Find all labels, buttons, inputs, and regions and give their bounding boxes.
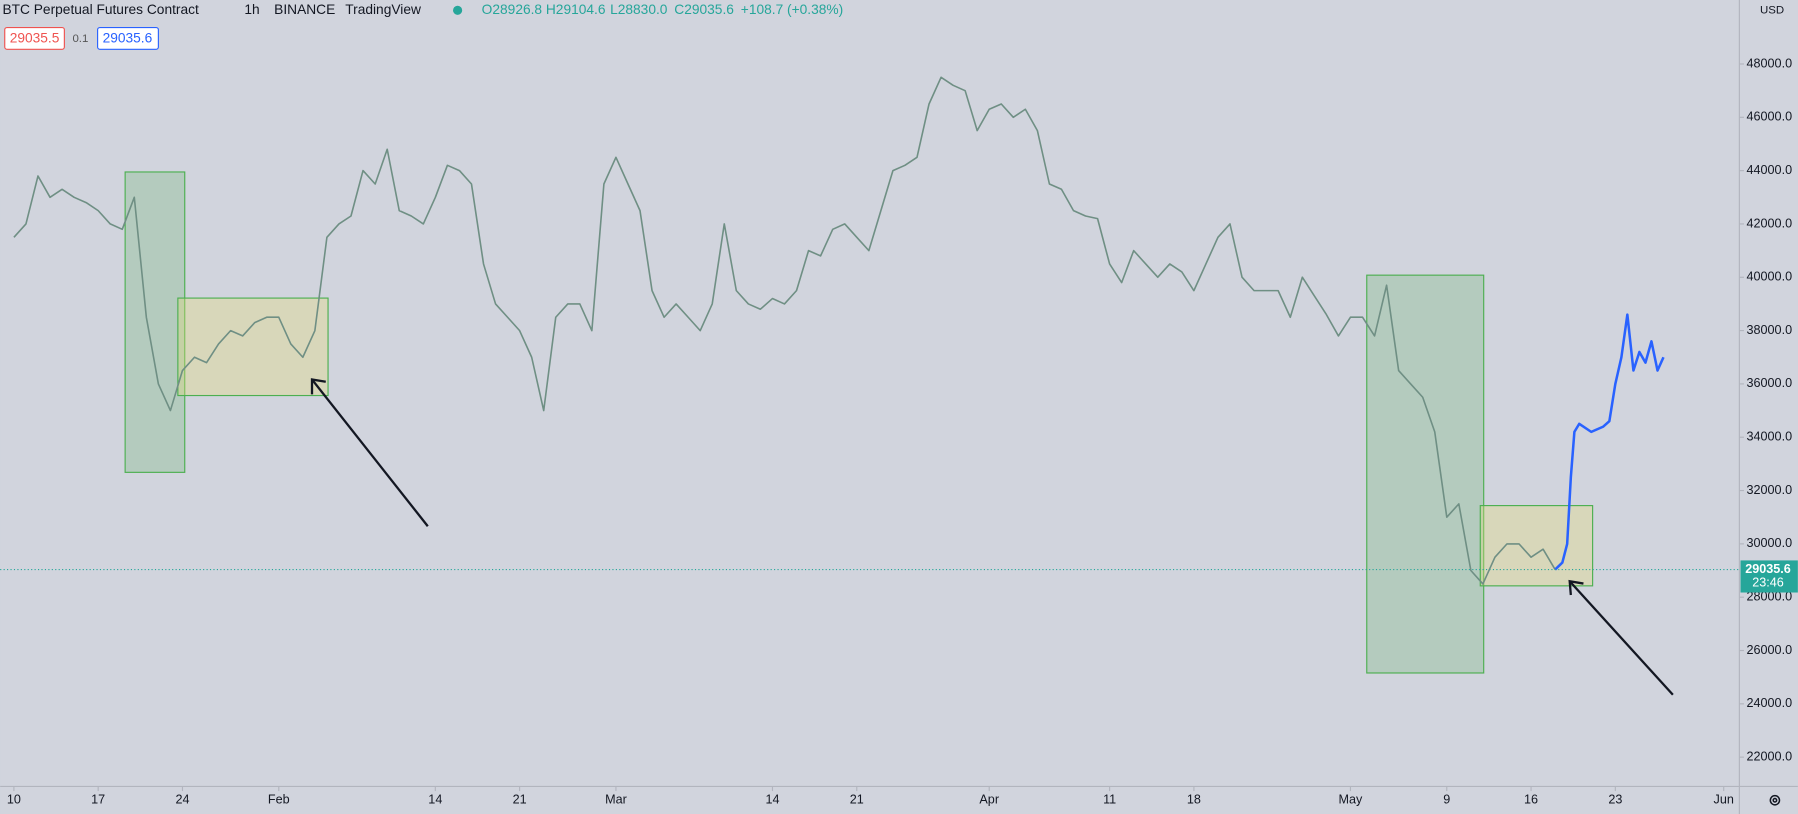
y-tick-label: 48000.0 xyxy=(1747,56,1793,70)
consolidation-box xyxy=(1479,505,1594,587)
x-tick-label: 18 xyxy=(1187,793,1201,807)
status-dot xyxy=(453,5,463,15)
x-tick-label: 14 xyxy=(765,793,779,807)
y-tick-label: 30000.0 xyxy=(1747,536,1793,550)
x-tick-label: Jun xyxy=(1714,793,1734,807)
y-tick-label: 32000.0 xyxy=(1747,483,1793,497)
source: TradingView xyxy=(345,2,421,17)
currency[interactable]: USD xyxy=(1760,4,1784,16)
y-tick-label: 46000.0 xyxy=(1747,110,1793,124)
settings-icon[interactable] xyxy=(1769,794,1781,806)
range-box xyxy=(1366,274,1485,674)
y-tick-label: 36000.0 xyxy=(1747,376,1793,390)
price-line xyxy=(13,76,1556,585)
arrow xyxy=(310,378,429,527)
y-tick-label: 24000.0 xyxy=(1747,696,1793,710)
x-tick-label: 11 xyxy=(1103,793,1116,807)
y-tick-label: 34000.0 xyxy=(1747,430,1793,444)
buy-button[interactable] xyxy=(97,26,159,50)
last-price-tag xyxy=(1740,560,1798,593)
x-tick-label: Mar xyxy=(605,793,627,807)
last-price-label: 29035.6 xyxy=(1745,562,1791,576)
countdown: 23:46 xyxy=(1752,576,1784,590)
exchange: BINANCE xyxy=(274,2,335,17)
spread: 0.1 xyxy=(72,33,88,45)
range-box xyxy=(124,171,186,473)
y-tick-label: 26000.0 xyxy=(1747,643,1793,657)
interval[interactable]: 1h xyxy=(244,2,259,17)
y-tick-label: 40000.0 xyxy=(1747,270,1793,284)
ohlc-change: +108.7 (+0.38%) xyxy=(741,2,843,17)
y-tick-label: 42000.0 xyxy=(1747,216,1793,230)
x-tick-label: 10 xyxy=(7,793,21,807)
arrow xyxy=(1568,579,1674,696)
ohlc-open: O28926.8 xyxy=(482,2,543,17)
ohlc-low: L28830.0 xyxy=(610,2,668,17)
sell-button[interactable] xyxy=(4,26,65,50)
consolidation-box xyxy=(177,297,329,397)
x-tick-label: Apr xyxy=(979,793,999,807)
ohlc-high: H29104.6 xyxy=(546,2,606,17)
symbol: BTC Perpetual Futures Contract xyxy=(2,2,199,17)
ohlc-close: C29035.6 xyxy=(674,2,734,17)
price-line xyxy=(1554,313,1665,571)
x-tick-label: May xyxy=(1339,793,1364,807)
x-tick-label: 17 xyxy=(91,793,105,807)
x-tick-label: 24 xyxy=(175,793,189,807)
x-tick-label: 21 xyxy=(513,793,527,807)
x-tick-label: 9 xyxy=(1443,793,1450,807)
y-tick-label: 28000.0 xyxy=(1747,590,1793,604)
buy-price[interactable]: 29035.6 xyxy=(103,31,153,46)
x-tick-label: 23 xyxy=(1608,793,1622,807)
y-tick-label: 44000.0 xyxy=(1747,163,1793,177)
x-tick-label: 14 xyxy=(428,793,442,807)
x-tick-label: Feb xyxy=(268,793,290,807)
y-tick-label: 38000.0 xyxy=(1747,323,1793,337)
x-tick-label: 16 xyxy=(1524,793,1538,807)
x-tick-label: 21 xyxy=(850,793,864,807)
sell-price[interactable]: 29035.5 xyxy=(10,31,60,46)
y-tick-label: 22000.0 xyxy=(1747,749,1793,763)
